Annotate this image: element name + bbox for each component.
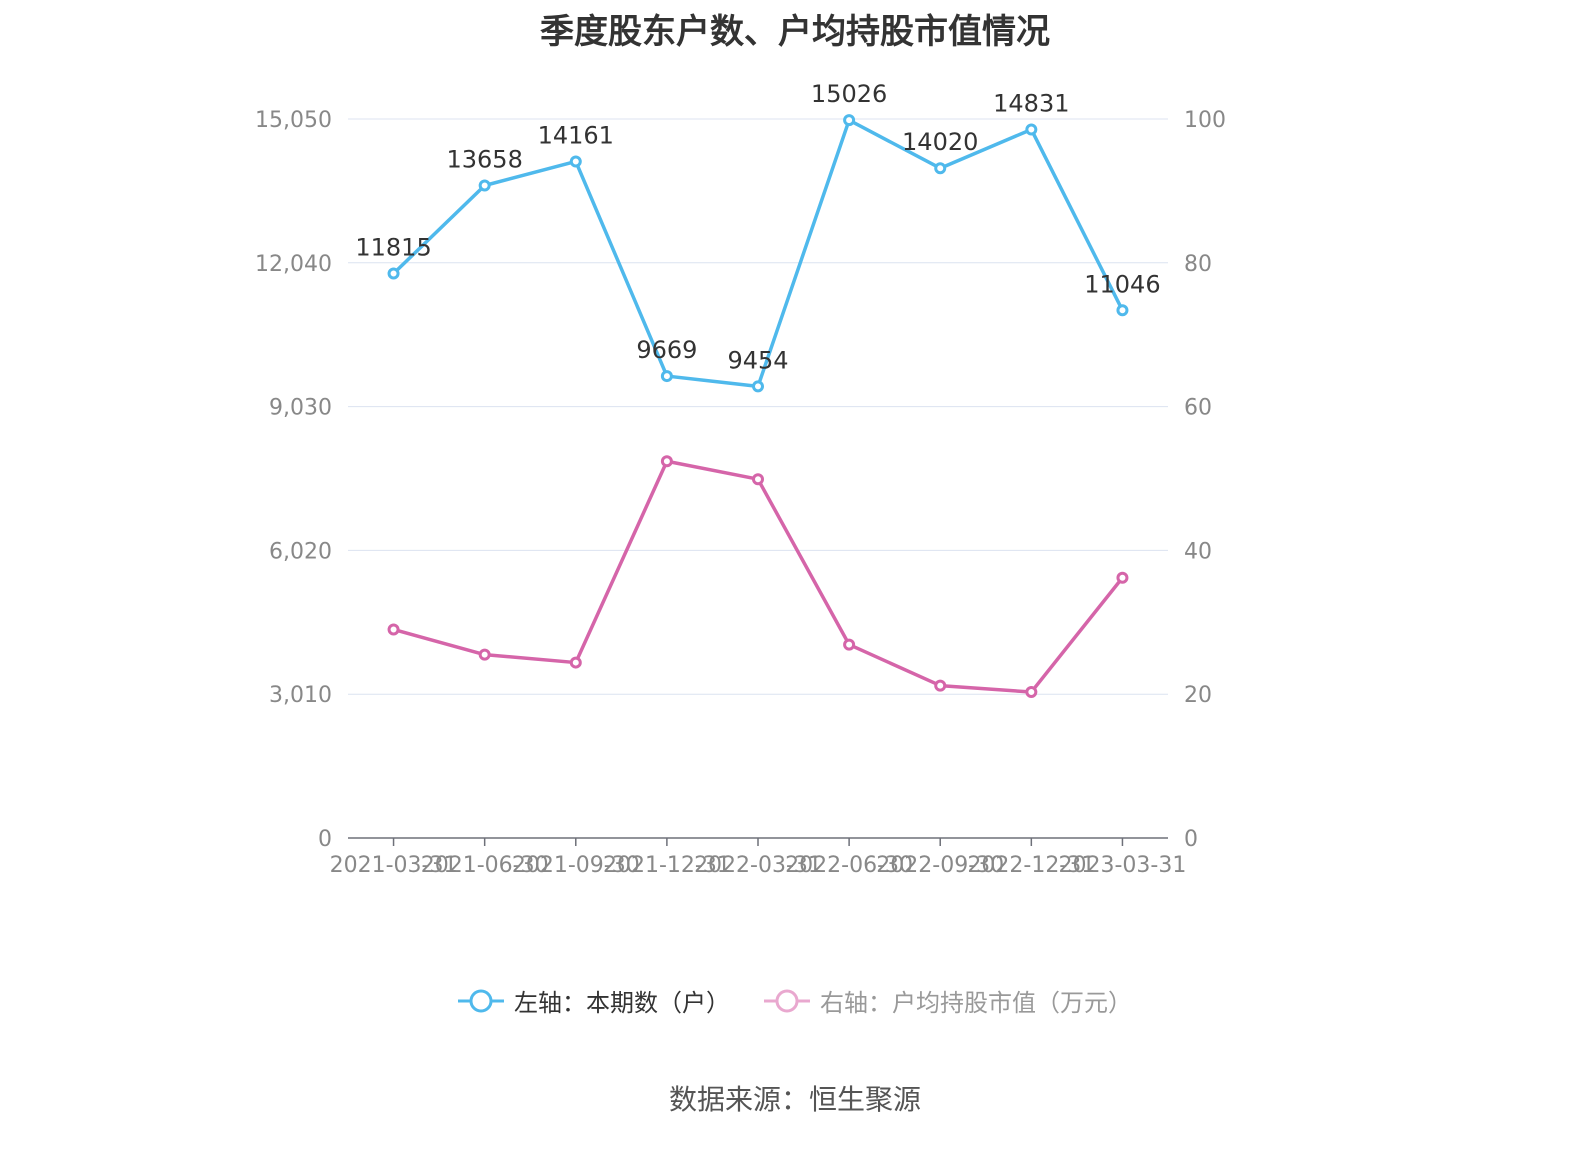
series-2-point [1025, 686, 1038, 699]
data-label: 9454 [727, 346, 788, 374]
data-label: 14831 [993, 89, 1069, 117]
series-1-point [1116, 304, 1129, 317]
y-right-tick-label: 20 [1184, 683, 1212, 708]
x-tick-label: 2022-12-31 [967, 853, 1095, 878]
y-right-tick-label: 0 [1184, 827, 1198, 852]
y-left-tick-label: 12,040 [255, 252, 332, 277]
y-right-tick-label: 40 [1184, 539, 1212, 564]
line-chart: 0 0 3,010 20 6,020 40 9,030 60 12,040 80 15,050 100… [255, 80, 1226, 878]
data-source: 数据来源：恒生聚源 [668, 1083, 921, 1116]
series-1-point [934, 162, 947, 175]
data-label: 11046 [1084, 270, 1160, 298]
chart-title: 季度股东户数、户均持股市值情况 [540, 12, 1050, 52]
x-tick-label: 2021-12-31 [603, 853, 731, 878]
legend-marker-circle-icon [764, 989, 810, 1012]
x-tick-label: 2023-03-31 [1059, 853, 1187, 878]
series-2-point [660, 455, 673, 468]
y-right-tick-label: 80 [1184, 252, 1212, 277]
data-label: 14020 [902, 128, 978, 156]
series-1-point [660, 370, 673, 383]
series-1-point [843, 114, 856, 127]
chart-legend: 左轴：本期数（户） 右轴：户均持股市值（万元） [0, 983, 1590, 1018]
series-1-point [569, 155, 582, 168]
y-right-tick-label: 60 [1184, 396, 1212, 421]
x-tick-label: 2022-03-31 [694, 853, 822, 878]
legend-label-series-2: 右轴：户均持股市值（万元） [820, 989, 1132, 1017]
x-tick-label: 2022-09-30 [876, 853, 1004, 878]
series-2-point [752, 473, 764, 486]
series-1-point [1025, 123, 1038, 136]
x-tick-label: 2021-09-30 [512, 853, 640, 878]
legend-item-series-2[interactable]: 右轴：户均持股市值（万元） [764, 983, 1132, 1018]
data-label: 13658 [446, 146, 522, 174]
legend-marker-circle-icon [458, 989, 504, 1012]
data-label: 14161 [538, 121, 614, 149]
y-left-tick-label: 3,010 [269, 683, 332, 708]
series-2-point [934, 679, 947, 692]
series-1-point [387, 267, 400, 280]
data-label: 11815 [355, 234, 431, 262]
series-2-point [569, 656, 582, 669]
series-2-point [1116, 571, 1129, 584]
y-right-tick-label: 100 [1184, 108, 1226, 133]
x-tick-label: 2022-06-30 [785, 853, 913, 878]
y-left-tick-label: 6,020 [269, 539, 332, 564]
series-2-point [843, 638, 856, 651]
y-left-tick-label: 9,030 [269, 396, 332, 421]
data-label: 9669 [636, 336, 697, 364]
series-1-point [478, 179, 491, 192]
series-2-line [393, 459, 1124, 694]
x-tick-label: 2021-06-30 [421, 853, 549, 878]
series-2-point [387, 623, 400, 636]
x-tick-label: 2021-03-31 [330, 853, 458, 878]
data-label: 15026 [811, 80, 887, 108]
y-left-tick-label: 0 [318, 827, 332, 852]
legend-item-series-1[interactable]: 左轴：本期数（户） [458, 983, 730, 1018]
series-1-point [752, 380, 764, 393]
y-left-tick-label: 15,050 [255, 108, 332, 133]
legend-label-series-1: 左轴：本期数（户） [514, 989, 730, 1017]
series-2-point [478, 648, 491, 661]
